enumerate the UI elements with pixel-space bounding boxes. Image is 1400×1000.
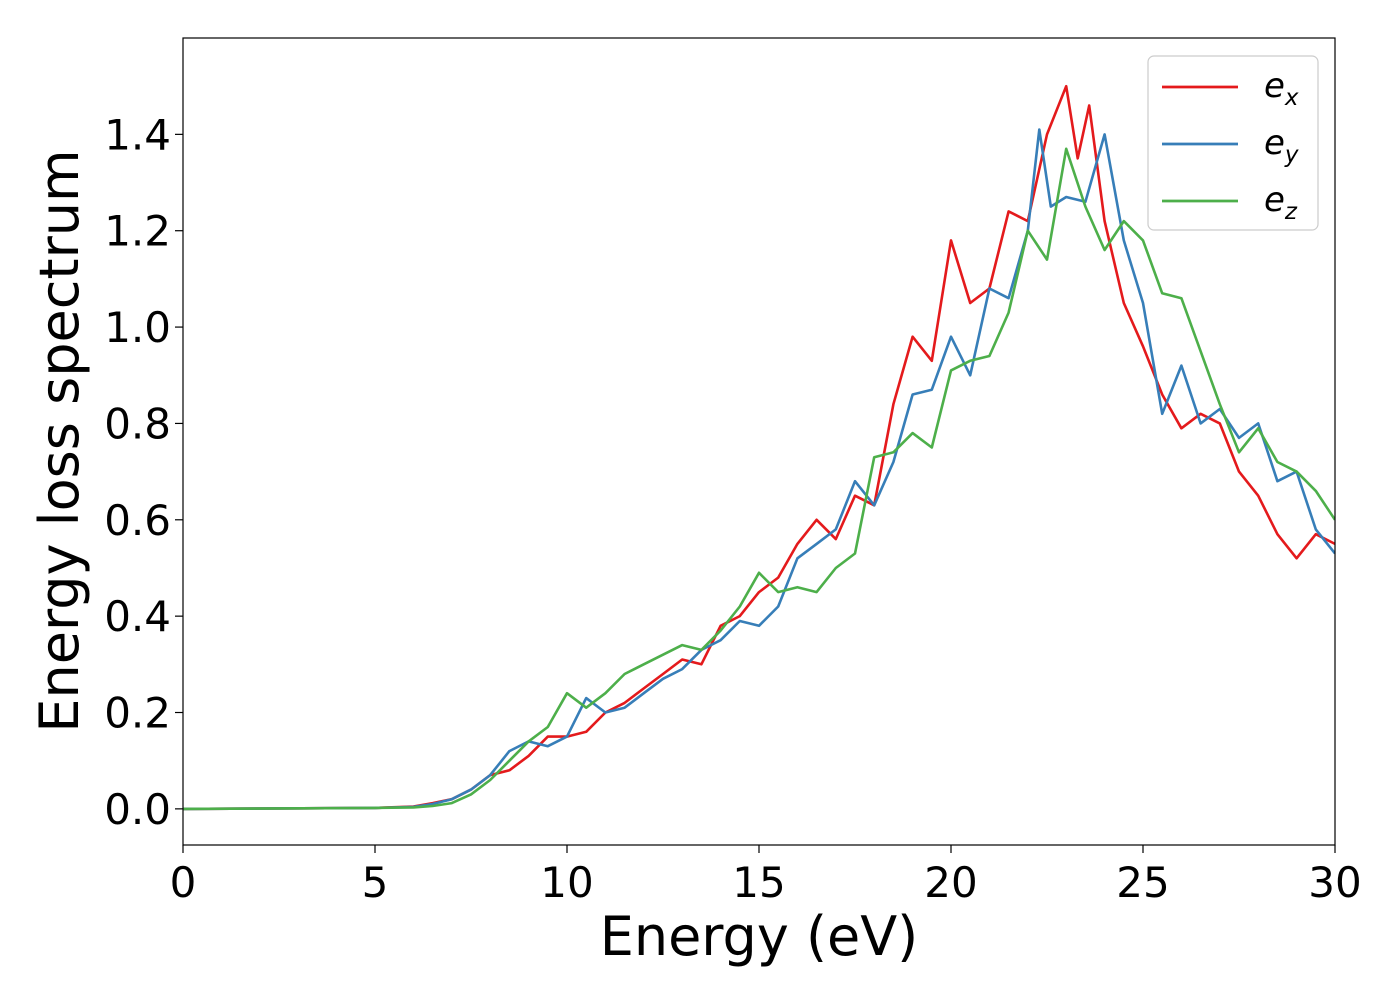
x-tick-label: 20	[924, 858, 977, 907]
axis-ticks: 0 5 10 15 20 25 30 0.0 0.2 0.4 0.6 0.8 1.0 1.2 1.4	[104, 110, 1362, 907]
series-lines	[183, 84, 1335, 811]
x-tick-label: 5	[362, 858, 389, 907]
legend-label-ey: ey	[1264, 123, 1299, 168]
y-tick-label: 0.0	[104, 785, 171, 834]
y-tick-label: 0.2	[104, 689, 171, 738]
legend-label-ez: ez	[1264, 180, 1298, 225]
y-tick-label: 0.8	[104, 399, 171, 448]
y-tick-label: 1.2	[104, 207, 171, 256]
series-line-ey	[183, 128, 1335, 811]
series-line-ez	[183, 147, 1335, 811]
y-tick-label: 1.0	[104, 303, 171, 352]
legend-label-ex: ex	[1264, 66, 1299, 111]
x-tick-label: 0	[170, 858, 197, 907]
x-axis-label: Energy (eV)	[600, 905, 919, 968]
x-tick-label: 10	[540, 858, 593, 907]
x-tick-label: 25	[1116, 858, 1169, 907]
x-tick-label: 30	[1308, 858, 1361, 907]
x-tick-label: 15	[732, 858, 785, 907]
legend: ex ey ez	[1147, 55, 1319, 231]
y-tick-label: 1.4	[104, 110, 171, 159]
y-tick-label: 0.6	[104, 496, 171, 545]
y-axis-label: Energy loss spectrum	[28, 149, 91, 732]
y-tick-label: 0.4	[104, 592, 171, 641]
